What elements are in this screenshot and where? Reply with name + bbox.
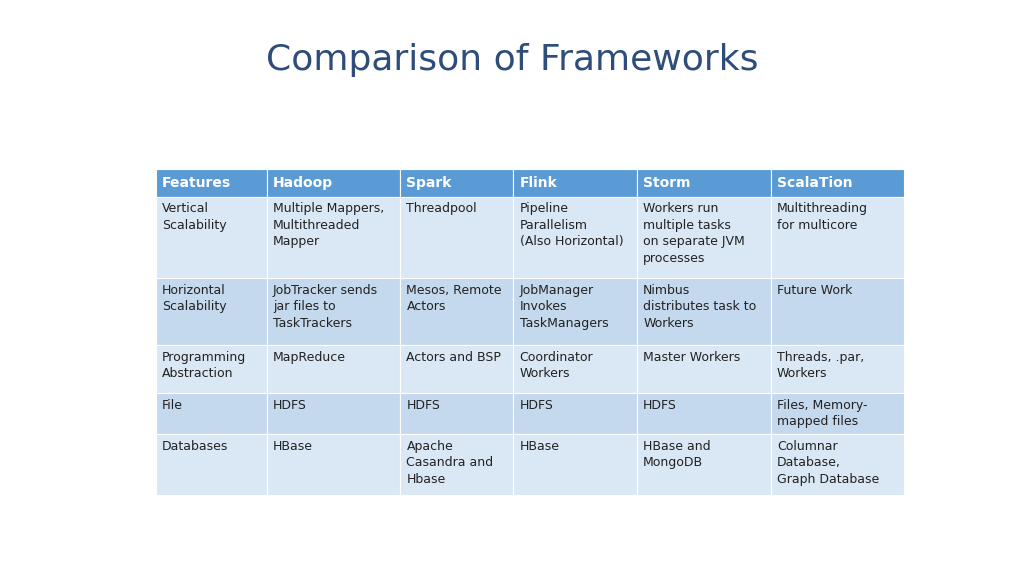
Text: Multiple Mappers,
Multithreaded
Mapper: Multiple Mappers, Multithreaded Mapper (272, 202, 384, 248)
Bar (513, 434, 637, 495)
Bar (513, 196, 637, 278)
Text: JobManager
Invokes
TaskManagers: JobManager Invokes TaskManagers (519, 284, 608, 330)
Bar (513, 169, 637, 196)
Bar (637, 393, 770, 434)
Bar (400, 345, 513, 393)
Text: Columnar
Database,
Graph Database: Columnar Database, Graph Database (777, 439, 879, 486)
Text: Spark: Spark (407, 176, 452, 190)
Text: Master Workers: Master Workers (643, 351, 740, 363)
Bar (266, 345, 400, 393)
Text: Flink: Flink (519, 176, 557, 190)
Bar (266, 434, 400, 495)
Text: Files, Memory-
mapped files: Files, Memory- mapped files (777, 399, 867, 429)
Bar (156, 169, 266, 196)
Text: Features: Features (162, 176, 231, 190)
Text: Future Work: Future Work (777, 284, 852, 297)
Text: HBase and
MongoDB: HBase and MongoDB (643, 439, 711, 469)
Text: ScalaTion: ScalaTion (777, 176, 852, 190)
Text: Hadoop: Hadoop (272, 176, 333, 190)
Bar (770, 196, 904, 278)
Text: HBase: HBase (272, 439, 313, 453)
Bar (266, 169, 400, 196)
Text: Multithreading
for multicore: Multithreading for multicore (777, 202, 868, 232)
Bar (770, 393, 904, 434)
Bar (513, 278, 637, 345)
Bar (770, 278, 904, 345)
Bar (637, 278, 770, 345)
Text: Threadpool: Threadpool (407, 202, 477, 215)
Bar (266, 196, 400, 278)
Bar (266, 393, 400, 434)
Bar (770, 169, 904, 196)
Bar (400, 169, 513, 196)
Bar (400, 278, 513, 345)
Bar (156, 434, 266, 495)
Text: Pipeline
Parallelism
(Also Horizontal): Pipeline Parallelism (Also Horizontal) (519, 202, 624, 248)
Bar (637, 169, 770, 196)
Text: HDFS: HDFS (643, 399, 677, 412)
Bar (400, 434, 513, 495)
Text: Threads, .par,
Workers: Threads, .par, Workers (777, 351, 864, 380)
Text: Storm: Storm (643, 176, 691, 190)
Text: Horizontal
Scalability: Horizontal Scalability (162, 284, 226, 313)
Text: Programming
Abstraction: Programming Abstraction (162, 351, 247, 380)
Bar (513, 393, 637, 434)
Text: Workers run
multiple tasks
on separate JVM
processes: Workers run multiple tasks on separate J… (643, 202, 745, 265)
Bar (266, 278, 400, 345)
Text: Mesos, Remote
Actors: Mesos, Remote Actors (407, 284, 502, 313)
Text: Databases: Databases (162, 439, 228, 453)
Text: HDFS: HDFS (272, 399, 307, 412)
Bar (156, 345, 266, 393)
Bar (400, 196, 513, 278)
Text: HDFS: HDFS (519, 399, 553, 412)
Text: File: File (162, 399, 183, 412)
Bar (156, 196, 266, 278)
Text: Actors and BSP: Actors and BSP (407, 351, 502, 363)
Bar (513, 345, 637, 393)
Bar (637, 345, 770, 393)
Bar (770, 434, 904, 495)
Bar (637, 196, 770, 278)
Bar (156, 278, 266, 345)
Text: Apache
Casandra and
Hbase: Apache Casandra and Hbase (407, 439, 494, 486)
Text: Nimbus
distributes task to
Workers: Nimbus distributes task to Workers (643, 284, 757, 330)
Text: Vertical
Scalability: Vertical Scalability (162, 202, 226, 232)
Text: Comparison of Frameworks: Comparison of Frameworks (266, 43, 758, 78)
Bar (400, 393, 513, 434)
Text: JobTracker sends
jar files to
TaskTrackers: JobTracker sends jar files to TaskTracke… (272, 284, 378, 330)
Text: HDFS: HDFS (407, 399, 440, 412)
Text: Coordinator
Workers: Coordinator Workers (519, 351, 593, 380)
Bar (770, 345, 904, 393)
Text: HBase: HBase (519, 439, 559, 453)
Bar (156, 393, 266, 434)
Text: MapReduce: MapReduce (272, 351, 346, 363)
Bar (637, 434, 770, 495)
